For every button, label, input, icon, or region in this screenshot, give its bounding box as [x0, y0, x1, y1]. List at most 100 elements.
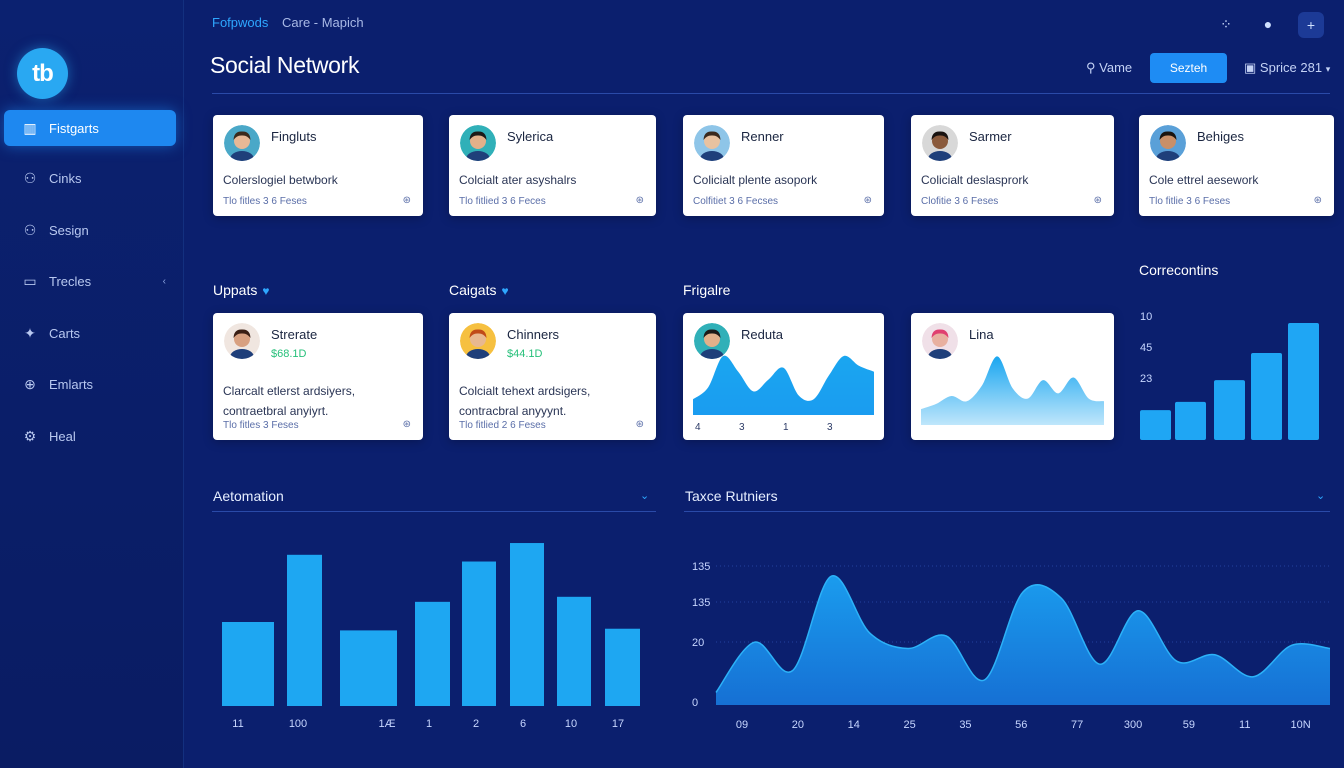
- x-tick-label: 300: [1124, 719, 1142, 731]
- profile-name[interactable]: Sylerica: [507, 129, 554, 144]
- add-icon[interactable]: +: [1298, 12, 1324, 38]
- grid-icon[interactable]: ⁘: [1220, 15, 1232, 32]
- y-tick-label: 0: [692, 697, 698, 709]
- profile-card[interactable]: Behiges Cole ettrel aesework Tlo fitlie 3 …: [1139, 115, 1334, 216]
- graph-card[interactable]: Lina: [911, 313, 1114, 440]
- graph-card-name[interactable]: Reduta: [741, 327, 783, 342]
- mini-area-chart: [921, 356, 1104, 425]
- sidebar-item-5[interactable]: ⊕ Emlarts: [0, 366, 184, 404]
- area-line: [715, 575, 1331, 693]
- offer-name[interactable]: Strerate: [271, 327, 318, 342]
- bar: [510, 543, 544, 706]
- y-tick-label: 45: [1140, 342, 1152, 354]
- avatar[interactable]: [694, 125, 730, 161]
- x-tick-label: 2: [473, 718, 479, 730]
- x-tick-label: 35: [959, 719, 971, 731]
- sidebar-item-label: Carts: [49, 325, 81, 341]
- avatar[interactable]: [922, 125, 958, 161]
- sidebar-item-label: Emlarts: [49, 377, 94, 392]
- sidebar-nav: ▥ Fistgarts ⚇ Cinks ⚇ Sesign ▭ Trecles ‹ ✦ Carts ⊕ E…: [0, 110, 184, 469]
- view-label: Vame: [1099, 60, 1133, 75]
- avatar[interactable]: [460, 125, 496, 161]
- bird-icon: ✦: [24, 324, 36, 341]
- offer-card[interactable]: Strerate $68.1D Clarcalt etlerst ardsiyers…: [213, 313, 423, 440]
- x-tick-label: 59: [1183, 719, 1195, 731]
- user-icon: ⚇: [23, 170, 37, 186]
- x-tick-label: 20: [792, 719, 804, 731]
- profile-name[interactable]: Behiges: [1197, 129, 1244, 144]
- profile-card[interactable]: Renner Colicialt plente asopork Colfitiet …: [683, 115, 884, 216]
- area-series: [921, 356, 1104, 425]
- space-selector[interactable]: ▣ Sprice 281 ▾: [1244, 60, 1330, 76]
- avatar-image: [460, 125, 496, 161]
- avatar[interactable]: [224, 125, 260, 161]
- automation-title: Aetomation: [213, 488, 284, 504]
- search-button[interactable]: Sezteh: [1150, 53, 1227, 83]
- profile-name[interactable]: Sarmer: [969, 129, 1012, 144]
- settings-icon[interactable]: ⊛: [635, 419, 644, 430]
- chevron-down-icon[interactable]: ⌄: [1316, 490, 1326, 502]
- view-link[interactable]: ⚲ Vame: [1086, 60, 1132, 76]
- sidebar-item-0[interactable]: ▥ Fistgarts: [4, 110, 176, 146]
- globe-icon: ⊕: [24, 376, 36, 392]
- profile-card[interactable]: Fingluts Colerslogiel betwbork Tlo fitles …: [213, 115, 423, 216]
- profile-name[interactable]: Fingluts: [271, 129, 317, 144]
- sidebar-item-3[interactable]: ▭ Trecles ‹: [0, 263, 184, 301]
- avatar-image: [922, 323, 958, 359]
- top-toolbar: ⁘ ● +: [1214, 12, 1324, 38]
- avatar[interactable]: [922, 323, 958, 359]
- avatar[interactable]: [224, 323, 260, 359]
- offer-meta: Tlo fitles 3 Feses: [223, 420, 299, 431]
- area-series: [716, 575, 1330, 705]
- sidebar-item-label: Sesign: [49, 222, 89, 238]
- profile-meta: Tlo fitlied 3 6 Feces: [459, 196, 546, 207]
- avatar[interactable]: [694, 323, 730, 359]
- sidebar-item-label: Trecles: [49, 274, 92, 289]
- y-tick-label: 23: [1140, 373, 1152, 385]
- bar: [1288, 323, 1319, 440]
- profile-desc: Cole ettrel aesework: [1149, 173, 1259, 187]
- profile-card[interactable]: Sarmer Colicialt deslasprork Clofitie 3 6 …: [911, 115, 1114, 216]
- offer-name[interactable]: Chinners: [507, 327, 560, 342]
- x-tick-label: 3: [739, 422, 745, 433]
- chevron-icon: ‹: [162, 276, 166, 287]
- sidebar-item-2[interactable]: ⚇ Sesign: [0, 211, 184, 249]
- avatar[interactable]: [1150, 125, 1186, 161]
- graph-card-name[interactable]: Lina: [969, 327, 994, 342]
- chevron-down-icon[interactable]: ⌄: [640, 490, 650, 502]
- settings-icon[interactable]: ⊛: [863, 195, 872, 206]
- profile-desc: Colicialt plente asopork: [693, 173, 818, 187]
- conversions-label: Correcontins: [1139, 262, 1219, 278]
- avatar[interactable]: [460, 323, 496, 359]
- breadcrumb-first[interactable]: Fofpwods: [212, 15, 269, 30]
- sidebar-item-label: Cinks: [49, 171, 82, 186]
- profile-name[interactable]: Renner: [741, 129, 784, 144]
- chart-icon: ▥: [23, 119, 37, 136]
- breadcrumb-rest[interactable]: Care - Mapich: [282, 15, 364, 30]
- settings-icon[interactable]: ⊛: [1313, 195, 1322, 206]
- person-icon: ⚇: [23, 221, 37, 238]
- y-tick-label: 135: [692, 561, 710, 573]
- automation-divider: [212, 511, 656, 512]
- sidebar-item-1[interactable]: ⚇ Cinks: [0, 160, 184, 198]
- help-icon[interactable]: ●: [1263, 16, 1273, 32]
- updates-label[interactable]: Uppats ♥: [213, 282, 269, 298]
- profile-desc: Colerslogiel betwbork: [223, 173, 338, 187]
- offer-card[interactable]: Chinners $44.1D Colcialt tehext ardsigers,…: [449, 313, 656, 440]
- bar: [340, 630, 397, 706]
- settings-icon[interactable]: ⊛: [402, 419, 411, 430]
- bar: [557, 596, 591, 706]
- avatar-image: [460, 323, 496, 359]
- header-divider: [212, 93, 1330, 94]
- settings-icon[interactable]: ⊛: [402, 195, 411, 206]
- graph-card[interactable]: 4 3 1 3 Reduta: [683, 313, 884, 440]
- avatar-image: [1150, 125, 1186, 161]
- profile-card[interactable]: Sylerica Colcialt ater asyshalrs Tlo fitli…: [449, 115, 656, 216]
- app-logo[interactable]: tb: [17, 48, 68, 99]
- chevron-down-icon: ▾: [1325, 64, 1331, 74]
- caigats-label[interactable]: Caigats ♥: [449, 282, 509, 298]
- settings-icon[interactable]: ⊛: [635, 195, 644, 206]
- sidebar-item-4[interactable]: ✦ Carts: [0, 314, 184, 352]
- settings-icon[interactable]: ⊛: [1093, 195, 1102, 206]
- sidebar-item-6[interactable]: ⚙ Heal: [0, 417, 184, 455]
